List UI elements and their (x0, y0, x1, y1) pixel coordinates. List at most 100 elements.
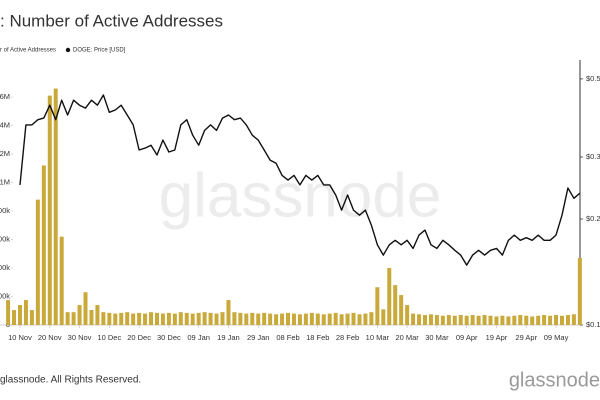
bar (89, 310, 94, 325)
y-tick-label: 1.6M (0, 92, 10, 101)
bar (77, 305, 82, 325)
bar (571, 314, 576, 325)
bar (506, 316, 511, 325)
chart-title: : Number of Active Addresses (0, 11, 223, 30)
y-tick-label: 600k (0, 235, 10, 244)
bar (119, 312, 124, 325)
bar (411, 313, 416, 325)
bar (131, 313, 136, 325)
y-tick-label: 400k (0, 263, 10, 272)
price-line (19, 94, 581, 266)
bar (178, 312, 183, 325)
y-tick-label: 1M (0, 178, 10, 187)
bar (482, 315, 487, 325)
bar (542, 315, 547, 325)
y2-tick-label: $0.1 (586, 320, 600, 329)
bar (149, 312, 154, 325)
bar (280, 313, 285, 325)
bar (339, 314, 344, 325)
bar (518, 315, 523, 325)
bar (268, 313, 273, 325)
bar (357, 314, 362, 325)
bar (405, 305, 410, 325)
x-tick-label: 19 Apr (486, 333, 508, 342)
bar (351, 312, 356, 325)
bar (554, 315, 559, 325)
bar (309, 312, 314, 325)
bar (458, 315, 463, 325)
x-tick-label: 09 Apr (456, 333, 478, 342)
bar (565, 315, 570, 325)
bar (440, 315, 445, 325)
bar (327, 313, 332, 325)
x-tick-label: 09 Jan (187, 333, 210, 342)
bar (500, 315, 505, 325)
legend-swatch (65, 47, 71, 53)
bar (41, 165, 46, 325)
y-tick-label: 1.4M (0, 121, 10, 130)
y-tick-label: 1.2M (0, 149, 10, 158)
bar (422, 315, 427, 325)
bar (226, 300, 231, 325)
bar (166, 312, 171, 325)
x-tick-label: 30 Mar (425, 333, 449, 342)
x-tick-label: 20 Mar (395, 333, 419, 342)
x-tick-label: 10 Nov (8, 333, 32, 342)
bar (184, 312, 189, 325)
bar (375, 287, 380, 325)
bar (428, 314, 433, 325)
x-tick-label: 28 Feb (336, 333, 359, 342)
bar (488, 315, 493, 325)
bar (303, 313, 308, 325)
bar (536, 315, 541, 325)
x-tick-label: 30 Nov (68, 333, 92, 342)
legend-label: Number of Active Addresses (0, 48, 56, 54)
bar (446, 315, 451, 325)
bar (172, 313, 177, 325)
bar (494, 316, 499, 325)
logo: glassnode (509, 369, 600, 391)
bar (202, 312, 207, 325)
x-tick-label: 09 May (544, 333, 569, 342)
bar (274, 314, 279, 325)
bar (250, 312, 255, 325)
bar (29, 310, 34, 325)
bar (232, 312, 237, 325)
bar (208, 312, 213, 325)
bar (345, 313, 350, 325)
bar (17, 305, 22, 325)
bar (220, 312, 225, 325)
bar (196, 312, 201, 325)
x-tick-label: 20 Dec (127, 333, 151, 342)
x-tick-label: 29 Apr (515, 333, 537, 342)
bar (125, 312, 130, 325)
bar (297, 314, 302, 325)
bar (137, 312, 142, 325)
bar (35, 199, 40, 325)
bar (59, 236, 64, 325)
bar (71, 312, 76, 325)
watermark: glassnode (159, 161, 442, 230)
x-tick-label: 29 Jan (247, 333, 270, 342)
y2-tick-label: $0.3 (586, 152, 600, 161)
bar (83, 292, 88, 325)
bar (399, 295, 404, 325)
bar (23, 300, 28, 325)
bar (512, 315, 517, 325)
bar (387, 268, 392, 325)
bar (548, 315, 553, 325)
y-tick-label: 200k (0, 291, 10, 300)
x-tick-label: 08 Feb (276, 333, 299, 342)
bar (577, 258, 582, 325)
bar (160, 313, 165, 325)
bar (12, 310, 17, 325)
bar (470, 315, 475, 325)
bar (262, 312, 267, 325)
bar (530, 316, 535, 325)
y2-tick-label: $0.5 (586, 74, 600, 83)
bar (369, 312, 374, 325)
bar (476, 315, 481, 325)
bar (6, 300, 11, 325)
bar (113, 313, 118, 325)
